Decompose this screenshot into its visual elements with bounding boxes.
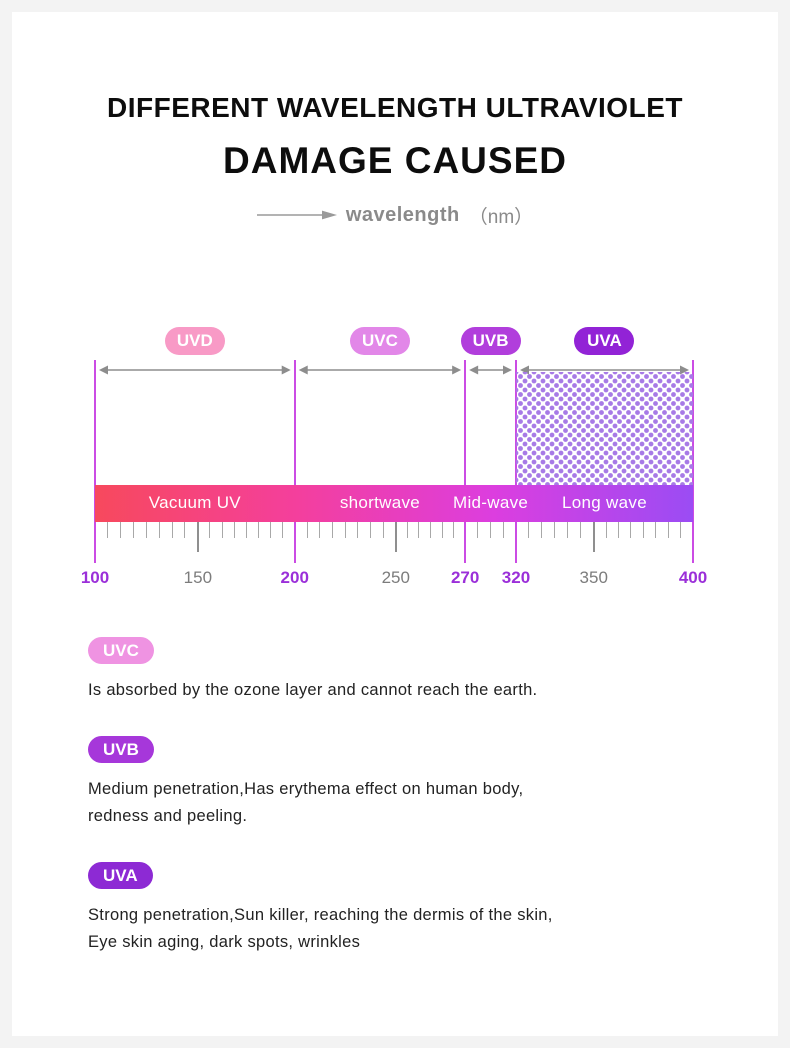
ruler-minor-tick xyxy=(370,522,372,538)
ruler-minor-tick xyxy=(655,522,657,538)
uvc-band-badge: UVC xyxy=(349,327,410,355)
title-line-1: DIFFERENT WAVELENGTH ULTRAVIOLET xyxy=(107,92,683,123)
ruler-minor-tick xyxy=(429,522,431,538)
ruler-major-tick xyxy=(592,522,595,552)
axis-caption: wavelength （nm） xyxy=(0,201,790,229)
tick-label-350: 350 xyxy=(579,568,608,587)
ruler-minor-tick xyxy=(642,522,644,538)
uva-dotted-region xyxy=(515,372,693,485)
uvb-description-line-1: Medium penetration,Has erythema effect o… xyxy=(88,780,524,798)
ruler-minor-tick xyxy=(667,522,669,538)
uvd-band-badge: UVD xyxy=(164,327,225,355)
wavelength-arrow-icon xyxy=(256,210,337,220)
tick-label-250: 250 xyxy=(381,568,410,587)
ruler-minor-tick xyxy=(133,522,135,538)
axis-caption-label: wavelength xyxy=(345,203,460,226)
ruler-minor-tick xyxy=(554,522,556,538)
ruler-minor-tick xyxy=(270,522,271,538)
legend-section-uvb: UVB Medium penetration,Has erythema effe… xyxy=(88,736,718,830)
boundary-line xyxy=(692,360,694,563)
tick-label-200: 200 xyxy=(280,568,309,587)
boundary-line xyxy=(464,360,467,563)
ruler-minor-tick xyxy=(502,522,504,538)
spectrum-bar xyxy=(95,485,693,522)
ruler-major-tick xyxy=(196,522,199,552)
ruler-minor-tick xyxy=(580,522,582,538)
ruler-minor-tick xyxy=(630,522,632,538)
boundary-line xyxy=(94,360,96,563)
ruler-minor-tick xyxy=(490,522,492,538)
boundary-line xyxy=(293,360,296,563)
ruler-minor-tick xyxy=(406,522,408,538)
ruler-minor-tick xyxy=(158,522,160,538)
uvc-badge: UVC xyxy=(88,637,154,664)
ruler-minor-tick xyxy=(233,522,235,538)
ruler-minor-tick xyxy=(107,522,109,538)
legend-section-uva: UVA Strong penetration,Sun killer, reach… xyxy=(88,862,718,956)
tick-label-320: 320 xyxy=(501,568,531,587)
ruler-minor-tick xyxy=(605,522,607,538)
ruler-minor-tick xyxy=(245,522,247,538)
ruler-minor-tick xyxy=(209,522,211,538)
ruler-minor-tick xyxy=(257,522,259,538)
uvb-badge: UVB xyxy=(88,736,154,763)
ruler-major-tick xyxy=(394,522,397,552)
title-line-2: DAMAGE CAUSED xyxy=(223,140,567,181)
tick-label-270: 270 xyxy=(450,568,480,587)
wavelength-chart: UVD UVC UVB UVA Vacuum UV shortwave Mid-wave Lo… xyxy=(81,327,707,595)
range-arrows xyxy=(99,365,689,375)
ruler-minor-tick xyxy=(306,522,308,538)
ruler-minor-tick xyxy=(680,522,682,538)
uvc-description-line-1: Is absorbed by the ozone layer and canno… xyxy=(88,681,538,699)
legend-section-uvc: UVC Is absorbed by the ozone layer and c… xyxy=(88,637,718,704)
spectrum-label-vacuum-uv: Vacuum UV xyxy=(148,493,241,512)
ruler-minor-tick xyxy=(171,522,173,538)
uvb-description-line-2: redness and peeling. xyxy=(88,807,248,825)
tick-label-100: 100 xyxy=(80,568,110,587)
ruler-minor-tick xyxy=(541,522,543,538)
tick-label-400: 400 xyxy=(678,568,708,587)
spectrum-label-mid-wave: Mid-wave xyxy=(452,493,529,512)
ruler-minor-tick xyxy=(344,522,346,538)
uva-badge: UVA xyxy=(88,862,153,889)
uva-description-line-1: Strong penetration,Sun killer, reaching … xyxy=(88,906,553,924)
ruler-minor-tick xyxy=(357,522,359,538)
ruler-minor-tick xyxy=(382,522,384,538)
spectrum-label-long-wave: Long wave xyxy=(562,493,647,512)
ruler-minor-tick xyxy=(145,522,147,538)
ruler-minor-tick xyxy=(319,522,321,538)
ruler-minor-tick xyxy=(528,522,530,538)
ruler-minor-tick xyxy=(120,522,122,538)
ruler-minor-tick xyxy=(618,522,620,538)
uvb-band-badge: UVB xyxy=(460,327,521,355)
ruler-minor-tick xyxy=(453,522,455,538)
ruler-minor-tick xyxy=(418,522,420,538)
ruler-minor-tick xyxy=(477,522,479,538)
uva-description-line-2: Eye skin aging, dark spots, wrinkles xyxy=(88,933,361,951)
spectrum-label-shortwave: shortwave xyxy=(339,493,421,512)
ruler-minor-tick xyxy=(221,522,223,538)
ruler-minor-tick xyxy=(332,522,334,538)
tick-label-150: 150 xyxy=(183,568,213,587)
ruler-minor-tick xyxy=(441,522,443,538)
ruler-minor-tick xyxy=(184,522,186,538)
uva-band-badge: UVA xyxy=(574,327,635,355)
axis-caption-unit: （nm） xyxy=(468,206,534,228)
ruler-minor-tick xyxy=(282,522,284,538)
ruler-minor-tick xyxy=(567,522,569,538)
